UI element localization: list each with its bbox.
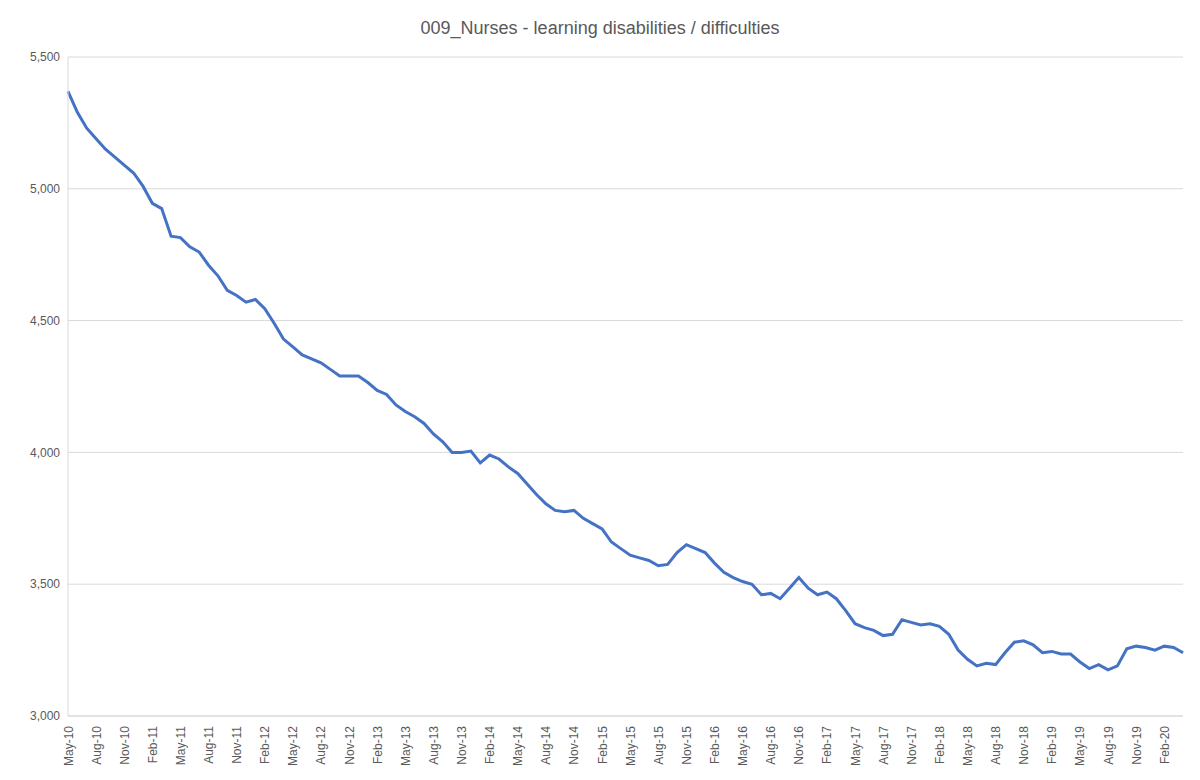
svg-text:Nov-13: Nov-13: [455, 726, 469, 765]
svg-text:Feb-16: Feb-16: [708, 726, 722, 764]
svg-text:Nov-17: Nov-17: [905, 726, 919, 765]
svg-text:Feb-18: Feb-18: [933, 726, 947, 764]
svg-text:May-14: May-14: [511, 726, 525, 766]
svg-text:Aug-10: Aug-10: [90, 726, 104, 765]
svg-text:Feb-17: Feb-17: [820, 726, 834, 764]
html-text:009_Nurses - learning disabili: 009_Nurses - learning disabilities / dif…: [420, 18, 780, 38]
svg-text:Aug-16: Aug-16: [764, 726, 778, 765]
svg-text:Feb-19: Feb-19: [1045, 726, 1059, 764]
svg-text:Nov-15: Nov-15: [680, 726, 694, 765]
svg-text:Aug-18: Aug-18: [989, 726, 1003, 765]
svg-text:Feb-15: Feb-15: [596, 726, 610, 764]
svg-text:Aug-15: Aug-15: [652, 726, 666, 765]
svg-text:Nov-10: Nov-10: [118, 726, 132, 765]
svg-text:Nov-11: Nov-11: [230, 726, 244, 764]
svg-text:May-10: May-10: [62, 726, 76, 766]
svg-text:May-18: May-18: [961, 726, 975, 766]
svg-text:Nov-16: Nov-16: [792, 726, 806, 765]
svg-text:4,000: 4,000: [30, 446, 60, 460]
svg-text:May-11: May-11: [174, 726, 188, 765]
svg-text:Feb-13: Feb-13: [371, 726, 385, 764]
svg-text:Nov-19: Nov-19: [1130, 726, 1144, 765]
svg-text:Feb-14: Feb-14: [483, 726, 497, 764]
svg-text:Nov-14: Nov-14: [567, 726, 581, 765]
svg-text:May-13: May-13: [399, 726, 413, 766]
svg-text:Feb-11: Feb-11: [146, 726, 160, 763]
svg-text:May-15: May-15: [624, 726, 638, 766]
svg-text:Aug-13: Aug-13: [427, 726, 441, 765]
svg-text:Nov-12: Nov-12: [343, 726, 357, 765]
svg-text:Aug-11: Aug-11: [202, 726, 216, 764]
svg-text:5,500: 5,500: [30, 50, 60, 64]
svg-text:Feb-12: Feb-12: [258, 726, 272, 764]
svg-text:Nov-18: Nov-18: [1017, 726, 1031, 765]
svg-text:Aug-17: Aug-17: [877, 726, 891, 765]
svg-text:3,500: 3,500: [30, 577, 60, 591]
svg-text:Feb-20: Feb-20: [1158, 726, 1172, 764]
svg-text:May-19: May-19: [1073, 726, 1087, 766]
svg-text:Aug-12: Aug-12: [315, 726, 329, 765]
svg-text:May-12: May-12: [286, 726, 300, 766]
svg-text:Aug-14: Aug-14: [539, 726, 553, 765]
svg-text:Aug-19: Aug-19: [1102, 726, 1116, 765]
svg-text:3,000: 3,000: [30, 709, 60, 723]
svg-text:May-17: May-17: [849, 726, 863, 766]
svg-text:May-16: May-16: [736, 726, 750, 766]
svg-text:5,000: 5,000: [30, 182, 60, 196]
svg-text:4,500: 4,500: [30, 314, 60, 328]
